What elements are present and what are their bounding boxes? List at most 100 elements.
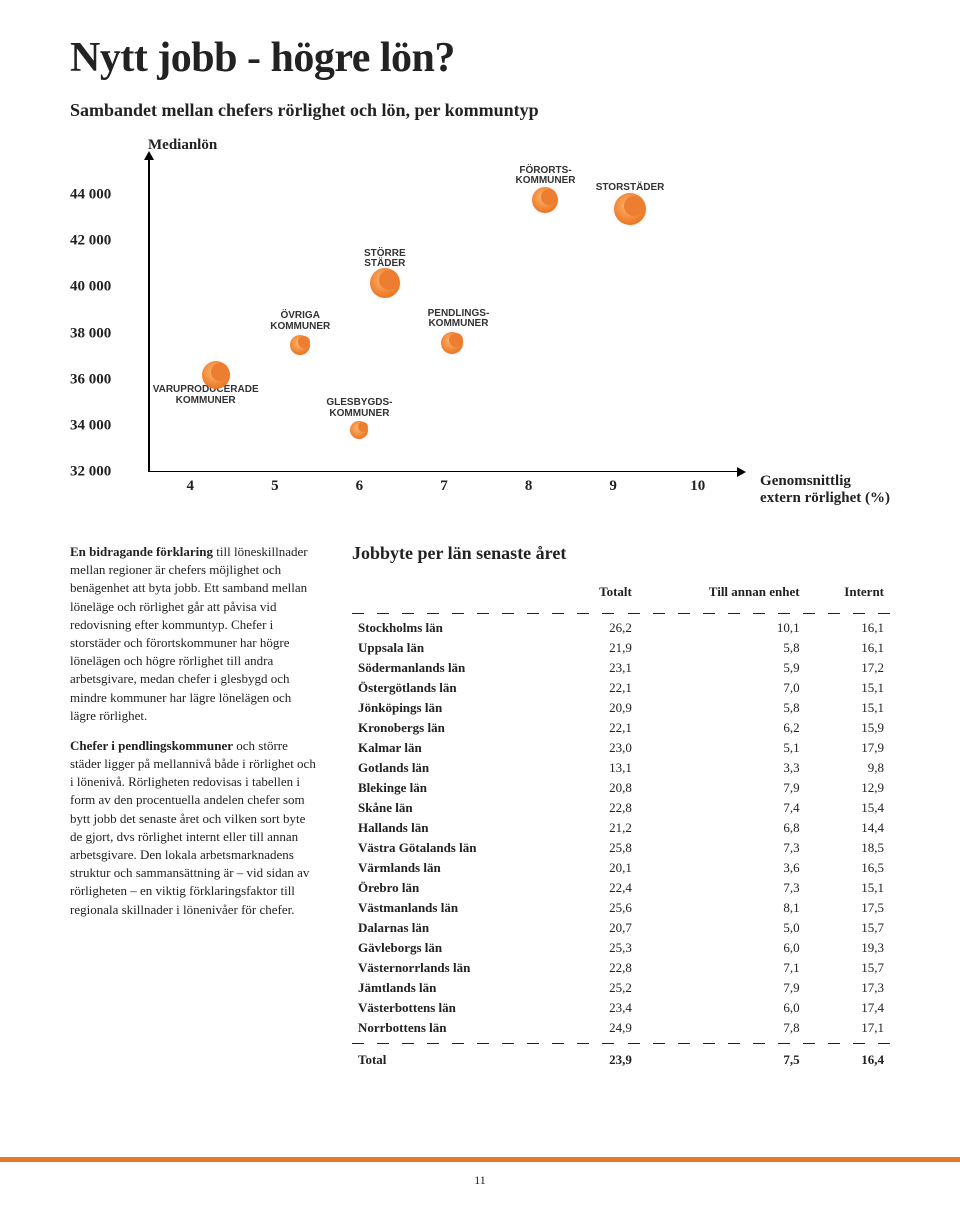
table-cell: 20,8 (565, 778, 638, 798)
table-cell: Uppsala län (352, 638, 565, 658)
table-row: Blekinge län20,87,912,9 (352, 778, 890, 798)
y-tick-label: 42 000 (70, 233, 140, 250)
table-column: Jobbyte per län senaste året Totalt Till… (352, 543, 890, 1070)
table-cell: 5,9 (638, 658, 806, 678)
table-cell: 17,3 (806, 978, 890, 998)
chart-point-inner (298, 336, 310, 348)
table-cell: 15,7 (806, 958, 890, 978)
table-cell: 5,8 (638, 698, 806, 718)
table-cell: 25,6 (565, 898, 638, 918)
table-cell: 7,3 (638, 838, 806, 858)
table-cell: Kronobergs län (352, 718, 565, 738)
table-cell: 15,1 (806, 878, 890, 898)
table-row: Östergötlands län22,17,015,1 (352, 678, 890, 698)
table-cell: 15,9 (806, 718, 890, 738)
table-cell: 22,1 (565, 678, 638, 698)
table-row: Kronobergs län22,16,215,9 (352, 718, 890, 738)
table-cell: Gotlands län (352, 758, 565, 778)
x-tick-label: 8 (525, 478, 533, 495)
table-cell: Dalarnas län (352, 918, 565, 938)
table-cell: 25,8 (565, 838, 638, 858)
table-divider (352, 608, 890, 618)
scatter-chart: Medianlön 44 00042 00040 00038 00036 000… (70, 137, 890, 517)
table-row: Örebro län22,47,315,1 (352, 878, 890, 898)
table-cell: 25,3 (565, 938, 638, 958)
y-tick-label: 36 000 (70, 371, 140, 388)
table-cell: 18,5 (806, 838, 890, 858)
chart-point-inner (211, 363, 229, 381)
table-row: Kalmar län23,05,117,9 (352, 738, 890, 758)
table-cell: Hallands län (352, 818, 565, 838)
table-cell: 22,8 (565, 958, 638, 978)
table-cell: Stockholms län (352, 618, 565, 638)
table-cell: Jämtlands län (352, 978, 565, 998)
x-axis-arrow-icon (737, 467, 746, 477)
table-cell: 23,4 (565, 998, 638, 1018)
page-number: 11 (0, 1173, 960, 1188)
table-cell: 6,8 (638, 818, 806, 838)
table-divider (352, 1038, 890, 1048)
data-table: Totalt Till annan enhet Internt Stockhol… (352, 580, 890, 1070)
table-cell: 7,3 (638, 878, 806, 898)
page-subtitle: Sambandet mellan chefers rörlighet och l… (70, 100, 890, 121)
table-cell: 9,8 (806, 758, 890, 778)
y-tick-label: 34 000 (70, 417, 140, 434)
table-row: Skåne län22,87,415,4 (352, 798, 890, 818)
table-row: Södermanlands län23,15,917,2 (352, 658, 890, 678)
table-cell: 15,1 (806, 698, 890, 718)
table-header-cell: Totalt (565, 580, 638, 608)
chart-point-inner (379, 270, 399, 290)
x-tick-label: 10 (690, 478, 705, 495)
table-cell: Jönköpings län (352, 698, 565, 718)
chart-point-label: FÖRORTS-KOMMUNER (515, 166, 575, 187)
table-cell: 13,1 (565, 758, 638, 778)
table-row: Dalarnas län20,75,015,7 (352, 918, 890, 938)
table-cell: 21,2 (565, 818, 638, 838)
body-text-column: En bidragande förklaring till löneskilln… (70, 543, 320, 931)
table-cell: 7,4 (638, 798, 806, 818)
table-cell: Värmlands län (352, 858, 565, 878)
table-row: Västra Götalands län25,87,318,5 (352, 838, 890, 858)
table-cell: 23,0 (565, 738, 638, 758)
chart-point-inner (541, 189, 557, 205)
table-cell: 3,3 (638, 758, 806, 778)
y-tick-label: 40 000 (70, 279, 140, 296)
table-cell: 15,1 (806, 678, 890, 698)
table-cell: 17,1 (806, 1018, 890, 1038)
y-tick-label: 32 000 (70, 464, 140, 481)
table-cell: 20,7 (565, 918, 638, 938)
table-title: Jobbyte per län senaste året (352, 543, 890, 564)
table-cell: 12,9 (806, 778, 890, 798)
x-tick-label: 5 (271, 478, 279, 495)
x-axis-title: Genomsnittlig extern rörlighet (%) (760, 473, 890, 508)
table-cell: 10,1 (638, 618, 806, 638)
table-cell: Västra Götalands län (352, 838, 565, 858)
table-header-cell: Till annan enhet (638, 580, 806, 608)
table-cell: 7,9 (638, 778, 806, 798)
table-row: Hallands län21,26,814,4 (352, 818, 890, 838)
table-header-cell (352, 580, 565, 608)
y-axis-title: Medianlön (148, 137, 217, 154)
table-cell: 7,8 (638, 1018, 806, 1038)
table-cell: 6,0 (638, 998, 806, 1018)
table-cell: Gävleborgs län (352, 938, 565, 958)
table-header-cell: Internt (806, 580, 890, 608)
x-tick-label: 7 (440, 478, 448, 495)
table-cell: 25,2 (565, 978, 638, 998)
table-cell: Västerbottens län (352, 998, 565, 1018)
y-axis-arrow-icon (144, 151, 154, 160)
chart-point-inner (624, 196, 644, 216)
table-row: Stockholms län26,210,116,1 (352, 618, 890, 638)
table-total-row: Total23,97,516,4 (352, 1048, 890, 1070)
chart-point-label: ÖVRIGAKOMMUNER (270, 311, 330, 332)
table-cell: 21,9 (565, 638, 638, 658)
table-cell: 5,1 (638, 738, 806, 758)
table-row: Västmanlands län25,68,117,5 (352, 898, 890, 918)
chart-point-label: PENDLINGS-KOMMUNER (428, 309, 490, 330)
table-cell: 26,2 (565, 618, 638, 638)
table-cell: 14,4 (806, 818, 890, 838)
y-tick-label: 38 000 (70, 325, 140, 342)
x-tick-label: 6 (356, 478, 364, 495)
table-row: Jönköpings län20,95,815,1 (352, 698, 890, 718)
table-cell: 17,5 (806, 898, 890, 918)
